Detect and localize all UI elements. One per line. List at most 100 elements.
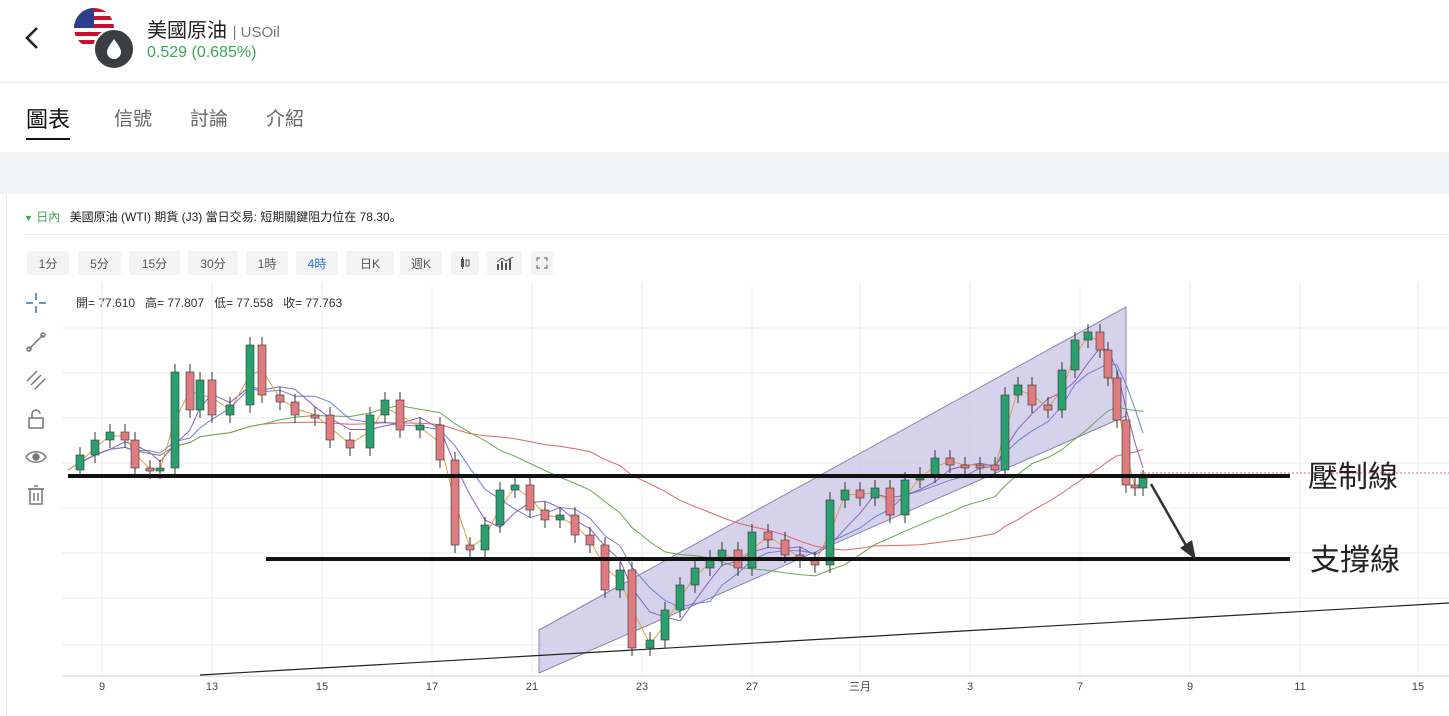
candle-body <box>780 539 790 556</box>
candle-body <box>415 424 425 431</box>
section-divider <box>0 152 1449 194</box>
candle-body <box>945 457 955 466</box>
x-tick-label: 13 <box>206 681 218 693</box>
oil-drop-icon <box>93 28 135 70</box>
instrument-title: 美國原油 | USOil <box>147 14 280 43</box>
candle-body <box>465 544 475 551</box>
candle-body <box>1013 384 1023 396</box>
candle-body <box>525 484 535 511</box>
candle-body <box>585 534 595 546</box>
interval-30m[interactable]: 30分 <box>188 251 238 275</box>
long-trendline <box>199 602 1449 676</box>
indicators-icon[interactable] <box>487 251 522 275</box>
candle-body <box>257 344 267 396</box>
candle-body <box>120 431 130 441</box>
x-tick-label: 27 <box>746 681 758 693</box>
candle-body <box>1138 477 1148 489</box>
trash-icon[interactable] <box>25 484 47 506</box>
candle-body <box>275 394 285 403</box>
candle-body <box>1121 419 1131 486</box>
candle-body <box>395 399 405 431</box>
x-tick-label: 21 <box>526 681 538 693</box>
candle-body <box>245 344 255 406</box>
instrument-name: 美國原油 <box>147 20 227 42</box>
interval-1m[interactable]: 1分 <box>27 251 69 275</box>
candle-body <box>105 431 115 441</box>
moving-average-green <box>67 405 1144 577</box>
trendline-icon[interactable] <box>25 331 47 353</box>
candle-body <box>1095 331 1105 351</box>
tab-signals[interactable]: 信號 <box>114 109 153 130</box>
candle-body <box>155 467 165 472</box>
x-tick-label: 9 <box>1187 681 1193 693</box>
tab-bar: 圖表 信號 討論 介紹 <box>0 82 1449 152</box>
interval-1h[interactable]: 1時 <box>246 251 288 275</box>
candle-body <box>1043 404 1053 411</box>
support-label: 支撐線 <box>1310 544 1400 577</box>
candle-body <box>170 371 180 469</box>
candle-body <box>660 609 670 641</box>
candle-body <box>435 424 445 461</box>
tab-intro[interactable]: 介紹 <box>266 109 305 130</box>
candle-body <box>990 464 1000 471</box>
candle-body <box>645 639 655 649</box>
forecast-arrow-shaft <box>1149 483 1190 550</box>
candle-body <box>747 531 757 569</box>
header-separator <box>24 234 1449 235</box>
x-tick-label: 15 <box>1412 681 1424 693</box>
candle-body <box>690 567 700 586</box>
lock-icon[interactable] <box>25 408 47 430</box>
caret-down-icon[interactable]: ▼ <box>24 213 33 223</box>
tab-discussion[interactable]: 討論 <box>190 109 229 130</box>
fullscreen-icon[interactable] <box>531 251 553 275</box>
candle-body <box>1000 394 1010 471</box>
interval-5m[interactable]: 5分 <box>78 251 121 275</box>
candle-body <box>840 489 850 501</box>
eye-icon[interactable] <box>25 446 47 468</box>
headline-text: 美國原油 (WTI) 期貨 (J3) 當日交易: 短期關鍵阻力位在 78.30。 <box>69 210 402 224</box>
interval-15m[interactable]: 15分 <box>129 251 180 275</box>
candle-type-icon[interactable] <box>451 251 479 275</box>
x-tick-label: 三月 <box>849 681 871 693</box>
candle-body <box>345 439 355 449</box>
ohlc-readout: 開= 77.610 高= 77.807 低= 77.558 收= 77.763 <box>76 296 343 310</box>
candle-body <box>555 514 565 521</box>
candle-body <box>480 524 490 551</box>
candle-body <box>1083 331 1093 341</box>
chart-headline: ▼ 日內 美國原油 (WTI) 期貨 (J3) 當日交易: 短期關鍵阻力位在 7… <box>24 208 402 225</box>
candle-body <box>380 399 390 416</box>
crosshair-icon[interactable] <box>25 292 47 314</box>
chart-card <box>6 194 1449 716</box>
x-tick-label: 3 <box>967 681 973 693</box>
candle-body <box>763 531 773 541</box>
forecast-arrow-head <box>1180 540 1196 560</box>
candle-body <box>185 371 195 411</box>
interval-4h[interactable]: 4時 <box>296 251 338 275</box>
candle-body <box>1103 349 1113 379</box>
candle-body <box>145 467 155 472</box>
back-arrow-icon[interactable] <box>18 22 46 54</box>
interval-week[interactable]: 週K <box>400 251 442 275</box>
candle-body <box>570 514 580 536</box>
rising-channel <box>538 306 1127 674</box>
fib-tool-icon[interactable] <box>25 369 47 391</box>
candle-body <box>195 379 205 411</box>
candle-body <box>855 489 865 499</box>
candle-body <box>225 404 235 416</box>
chart-grid <box>62 282 1449 677</box>
tab-chart[interactable]: 圖表 <box>26 102 71 140</box>
candle-body <box>495 489 505 526</box>
timeframe-label[interactable]: 日內 <box>36 210 61 224</box>
candle-body <box>1112 377 1122 421</box>
x-axis: 9 13 15 17 21 23 27 三月 3 7 9 11 15 <box>99 681 1424 693</box>
candle-body <box>1027 384 1037 406</box>
candle-body <box>930 457 940 476</box>
candle-body <box>675 584 685 611</box>
candle-body <box>825 499 835 566</box>
candle-body <box>870 487 880 499</box>
interval-day[interactable]: 日K <box>346 251 394 275</box>
candle-body <box>290 401 300 416</box>
candle-body <box>615 569 625 591</box>
candle-body <box>207 379 217 416</box>
